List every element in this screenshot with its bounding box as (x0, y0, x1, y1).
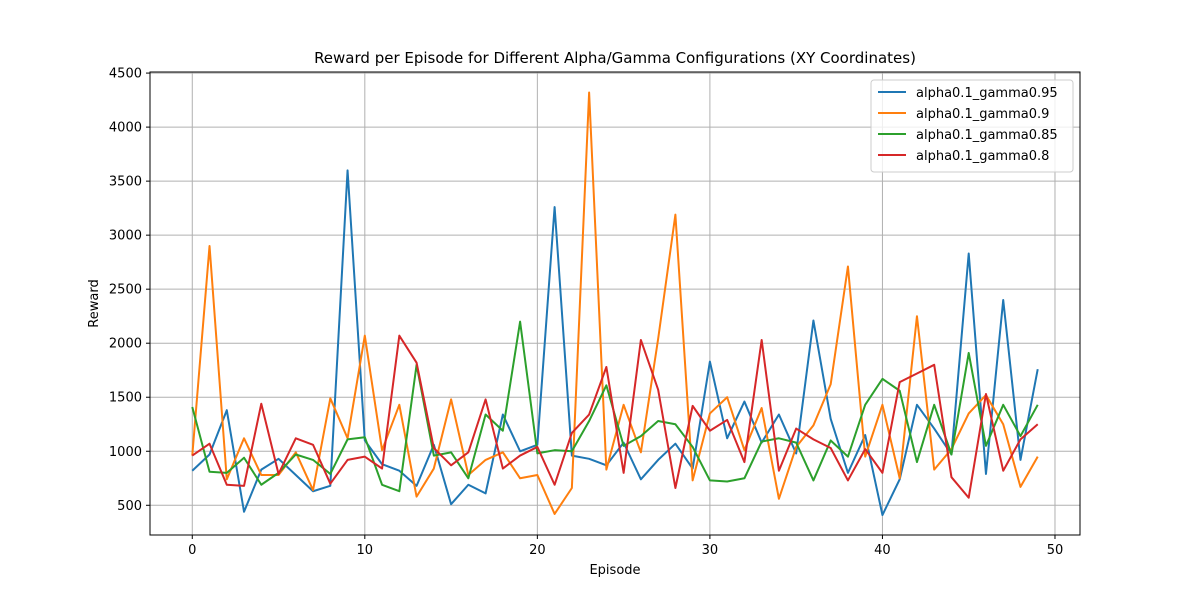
legend-label: alpha0.1_gamma0.95 (916, 86, 1058, 101)
grid (150, 72, 1080, 535)
series-line-alpha0.1_gamma0.8 (191, 334, 1039, 499)
x-tick-label: 0 (188, 543, 196, 558)
y-tick-label: 3500 (109, 175, 142, 190)
x-tick-label: 30 (702, 543, 719, 558)
x-axis-title: Episode (589, 563, 640, 578)
legend-box (870, 79, 1074, 173)
axis-ticks: 0 10 20 30 40 50 500 1000 1500 2000 2500 3000 3500 40… (109, 67, 1063, 558)
y-tick-label: 3000 (109, 229, 142, 244)
x-tick-label: 10 (357, 543, 374, 558)
x-tick-label: 50 (1047, 543, 1064, 558)
legend-label: alpha0.1_gamma0.85 (916, 128, 1058, 143)
y-tick-label: 2500 (109, 283, 142, 298)
y-axis-title: Reward (87, 279, 102, 327)
legend: alpha0.1_gamma0.95 alpha0.1_gamma0.9alpha… (870, 79, 1074, 173)
series-lines (191, 91, 1039, 517)
y-tick-label: 1500 (109, 391, 142, 406)
series-line-alpha0.1_gamma0.95 (191, 169, 1039, 517)
legend-label: alpha0.1_gamma0.8 (916, 149, 1049, 164)
series-line-alpha0.1_gamma0.9 (191, 91, 1039, 515)
plot-frame (149, 71, 1081, 536)
y-tick-label: 1000 (109, 445, 142, 460)
y-tick-label: 2000 (109, 337, 142, 352)
x-tick-label: 40 (874, 543, 891, 558)
legend-label: alpha0.1_gamma0.9 (916, 107, 1049, 122)
y-tick-label: 4000 (109, 121, 142, 136)
y-tick-label: 4500 (109, 67, 142, 82)
y-tick-label: 500 (117, 499, 142, 514)
x-tick-label: 20 (529, 543, 546, 558)
chart-title: Reward per Episode for Different Alpha/G… (314, 49, 916, 67)
